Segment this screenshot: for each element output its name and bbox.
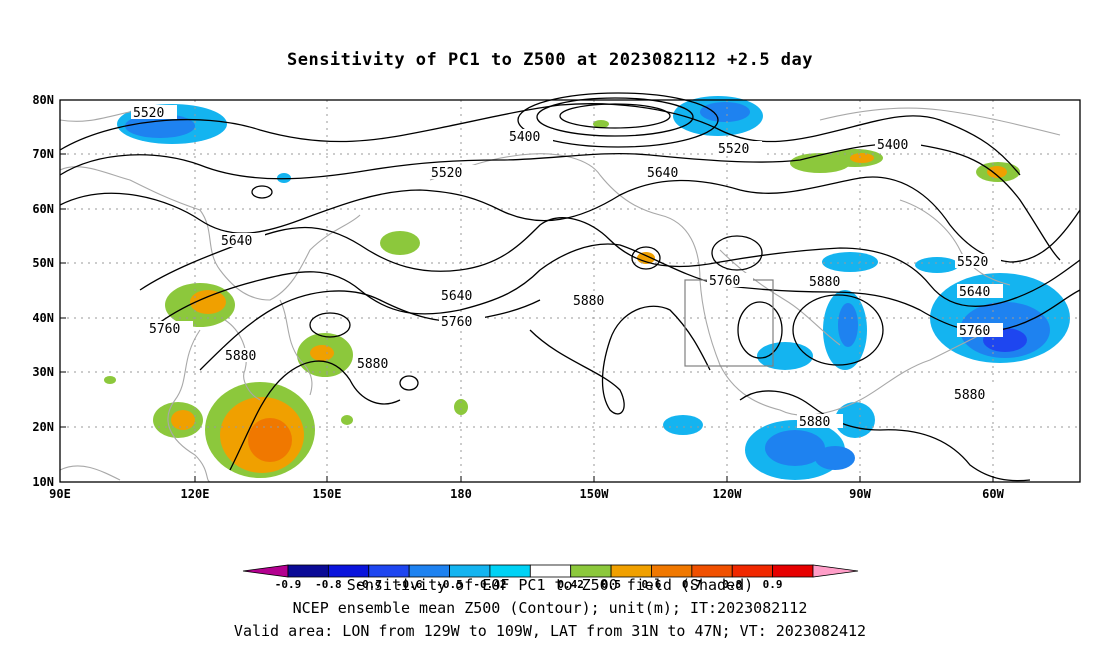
svg-text:5760: 5760	[709, 274, 740, 289]
lon-label: 150E	[313, 487, 342, 501]
colorbar-tick-label: 0.42	[557, 578, 584, 591]
svg-text:5760: 5760	[149, 322, 180, 337]
contour-label: 5880	[807, 274, 853, 290]
contour-label: 5760	[957, 323, 1003, 339]
longitude-labels: 90E 120E 150E 180 150W 120W 90W 60W	[49, 487, 1004, 501]
svg-text:5880: 5880	[225, 349, 256, 364]
svg-text:5400: 5400	[877, 138, 908, 153]
colorbar-tick-label: 0.6	[642, 578, 662, 591]
svg-text:5520: 5520	[718, 142, 749, 157]
contour-label: 5760	[439, 314, 485, 330]
contour-label: 5760	[707, 273, 753, 289]
footer-line-2: NCEP ensemble mean Z500 (Contour); unit(…	[292, 599, 808, 617]
colorbar-tick-label: -0.8	[315, 578, 342, 591]
svg-text:5640: 5640	[441, 289, 472, 304]
contour-label: 5640	[439, 288, 485, 304]
colorbar-tick-label: -0.42	[473, 578, 506, 591]
contour-label: 5520	[955, 254, 1001, 270]
lat-label: 50N	[32, 256, 54, 270]
colorbar-tick-label: -0.9	[275, 578, 302, 591]
svg-text:5640: 5640	[647, 166, 678, 181]
latitude-labels: 80N 70N 60N 50N 40N 30N 20N 10N	[32, 93, 54, 489]
contour-label: 5400	[875, 137, 921, 153]
colorbar-tick-label: 0.7	[682, 578, 702, 591]
contour-label: 5880	[223, 348, 269, 364]
colorbar-tick-label: 0.5	[601, 578, 621, 591]
colorbar-tick-label: -0.7	[356, 578, 383, 591]
contour-label: 5880	[952, 387, 998, 403]
colorbar-max-triangle	[812, 564, 859, 578]
lon-label: 90W	[849, 487, 871, 501]
lon-label: 60W	[982, 487, 1004, 501]
contour-label: 5640	[219, 233, 265, 249]
colorbar-tick-label: -0.6	[396, 578, 423, 591]
contour-label: 5640	[645, 165, 691, 181]
svg-text:5400: 5400	[509, 130, 540, 145]
colorbar: -0.9 -0.8 -0.7 -0.6 -0.5 -0.42 0.42 0.5 0.6 0.7 0.…	[242, 564, 859, 591]
map-frame	[59, 99, 1081, 483]
svg-text:5760: 5760	[441, 315, 472, 330]
svg-text:5880: 5880	[809, 275, 840, 290]
lon-label: 150W	[580, 487, 610, 501]
svg-text:5880: 5880	[357, 357, 388, 372]
lon-label: 90E	[49, 487, 71, 501]
colorbar-tick-label: 0.8	[722, 578, 742, 591]
colorbar-tick-label: -0.5	[436, 578, 463, 591]
map-title: Sensitivity of PC1 to Z500 at 2023082112…	[286, 50, 813, 70]
contour-label: 5400	[507, 129, 553, 145]
lat-label: 30N	[32, 365, 54, 379]
contour-labels: 5520 5400 5520 5640 5400 5520 5640 5640 …	[131, 105, 1003, 430]
axis-ticks	[60, 99, 994, 482]
colorbar-tick-label: 0.9	[763, 578, 783, 591]
lat-label: 20N	[32, 420, 54, 434]
footer-line-1: Sensitivity of EOF PC1 to Z500 field (Sh…	[346, 576, 754, 594]
lon-label: 120W	[713, 487, 743, 501]
contour-label: 5640	[957, 284, 1003, 300]
contour-label: 5880	[355, 356, 401, 372]
svg-text:5880: 5880	[573, 294, 604, 309]
lat-label: 80N	[32, 93, 54, 107]
contour-label: 5520	[131, 105, 177, 121]
z500-contours	[59, 92, 1081, 482]
lat-label: 70N	[32, 147, 54, 161]
svg-text:5880: 5880	[799, 415, 830, 430]
contour-label: 5520	[716, 141, 762, 157]
contour-label: 5880	[797, 414, 843, 430]
lon-label: 120E	[181, 487, 210, 501]
lat-label: 10N	[32, 475, 54, 489]
lat-label: 40N	[32, 311, 54, 325]
svg-text:5520: 5520	[957, 255, 988, 270]
svg-text:5640: 5640	[959, 285, 990, 300]
svg-text:5520: 5520	[431, 166, 462, 181]
contour-label: 5520	[429, 165, 475, 181]
contour-label: 5760	[147, 321, 193, 337]
footer-line-3: Valid area: LON from 129W to 109W, LAT f…	[233, 622, 867, 640]
svg-text:5640: 5640	[221, 234, 252, 249]
lat-label: 60N	[32, 202, 54, 216]
contour-label: 5880	[571, 293, 617, 309]
svg-text:5760: 5760	[959, 324, 990, 339]
lon-label: 180	[450, 487, 472, 501]
svg-text:5520: 5520	[133, 106, 164, 121]
svg-text:5880: 5880	[954, 388, 985, 403]
